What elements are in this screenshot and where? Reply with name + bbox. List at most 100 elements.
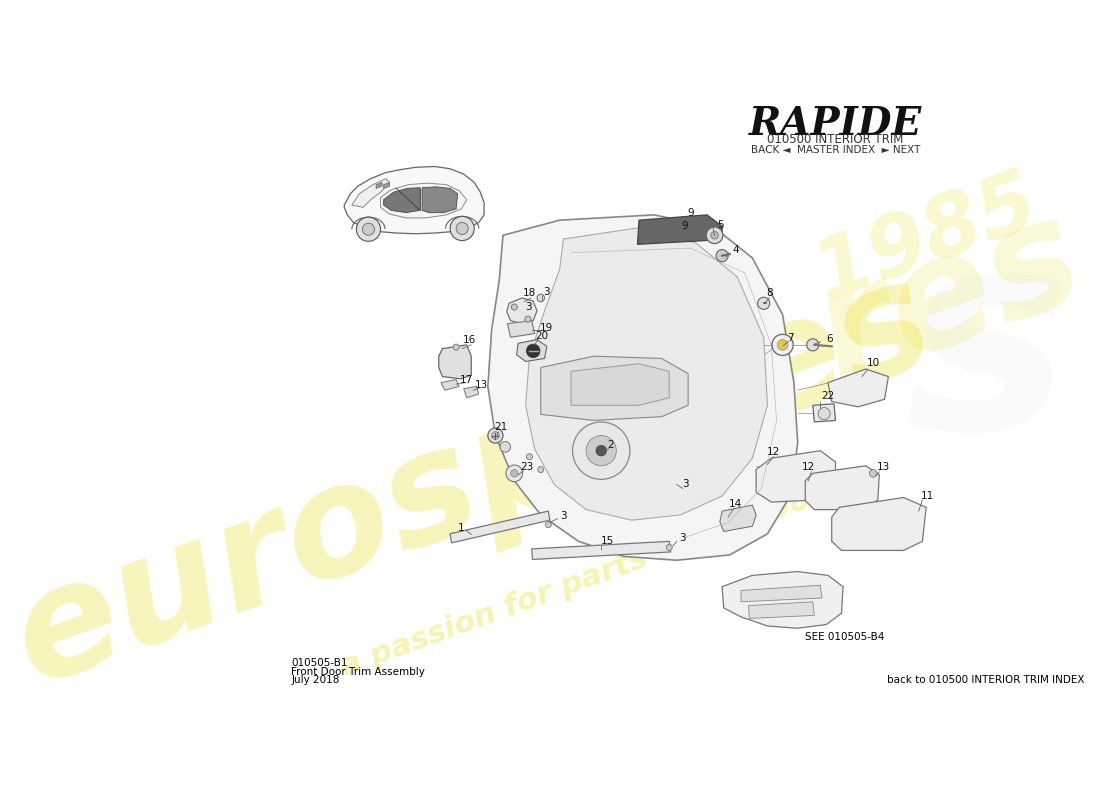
Circle shape [500, 442, 510, 452]
Text: 4: 4 [733, 246, 739, 255]
Circle shape [586, 435, 616, 466]
Polygon shape [376, 182, 382, 189]
Circle shape [772, 334, 793, 355]
Text: 12: 12 [767, 447, 780, 457]
Polygon shape [741, 585, 822, 602]
Polygon shape [828, 369, 889, 407]
Text: 18: 18 [522, 289, 536, 298]
Polygon shape [719, 505, 756, 531]
Circle shape [596, 446, 606, 456]
Polygon shape [450, 511, 550, 543]
Polygon shape [813, 404, 836, 422]
Polygon shape [488, 215, 798, 560]
Polygon shape [832, 498, 926, 550]
Circle shape [818, 407, 830, 420]
Polygon shape [464, 386, 478, 398]
Text: RAPIDE: RAPIDE [749, 105, 922, 142]
Circle shape [362, 223, 374, 235]
Text: Front Door Trim Assembly: Front Door Trim Assembly [292, 666, 426, 677]
Text: 10: 10 [867, 358, 880, 368]
Text: 010505-B1: 010505-B1 [292, 658, 348, 669]
Circle shape [527, 344, 540, 358]
Polygon shape [805, 466, 879, 510]
Polygon shape [638, 215, 722, 244]
Text: 13: 13 [877, 462, 891, 472]
Text: 22: 22 [822, 391, 835, 402]
Text: 5: 5 [717, 221, 724, 230]
Text: BACK ◄  MASTER INDEX  ► NEXT: BACK ◄ MASTER INDEX ► NEXT [751, 145, 921, 154]
Polygon shape [441, 380, 459, 390]
Text: 20: 20 [536, 330, 549, 341]
Circle shape [527, 454, 532, 460]
Text: 23: 23 [520, 462, 534, 471]
Circle shape [537, 294, 544, 302]
Circle shape [525, 316, 531, 322]
Text: 3: 3 [542, 287, 549, 297]
Circle shape [450, 216, 474, 241]
Text: 3: 3 [526, 302, 532, 312]
Polygon shape [571, 364, 669, 406]
Text: 9: 9 [681, 222, 688, 231]
Text: 3: 3 [680, 534, 686, 543]
Circle shape [546, 522, 551, 528]
Polygon shape [507, 298, 537, 324]
Circle shape [869, 470, 877, 477]
Text: 14: 14 [729, 499, 743, 510]
Circle shape [506, 465, 522, 482]
Circle shape [758, 298, 770, 310]
Polygon shape [541, 356, 689, 421]
Polygon shape [384, 182, 389, 189]
Polygon shape [439, 345, 471, 379]
Text: 19: 19 [539, 323, 552, 334]
Polygon shape [749, 602, 814, 618]
Circle shape [512, 304, 517, 310]
Circle shape [453, 344, 459, 350]
Circle shape [492, 432, 499, 439]
Polygon shape [352, 178, 389, 207]
Circle shape [456, 222, 469, 234]
Polygon shape [422, 187, 458, 213]
Text: back to 010500 INTERIOR TRIM INDEX: back to 010500 INTERIOR TRIM INDEX [888, 675, 1085, 685]
Text: 3: 3 [560, 510, 566, 521]
Text: 17: 17 [460, 374, 473, 385]
Circle shape [488, 428, 503, 443]
Circle shape [538, 466, 543, 473]
Text: 2: 2 [607, 440, 615, 450]
Circle shape [510, 470, 518, 477]
Text: 1985: 1985 [803, 162, 1049, 317]
Polygon shape [722, 571, 843, 628]
Text: a passion for parts since 1985: a passion for parts since 1985 [337, 477, 835, 682]
Text: 12: 12 [802, 462, 815, 472]
Circle shape [706, 227, 723, 243]
Text: July 2018: July 2018 [292, 675, 340, 685]
Circle shape [356, 217, 381, 242]
Text: 21: 21 [494, 422, 507, 432]
Text: res: res [796, 183, 1100, 416]
Polygon shape [507, 321, 535, 338]
Text: 1: 1 [458, 522, 464, 533]
Text: 15: 15 [601, 536, 614, 546]
Text: s: s [904, 218, 1069, 487]
Circle shape [716, 250, 728, 262]
Polygon shape [756, 450, 836, 502]
Polygon shape [344, 166, 484, 234]
Circle shape [572, 422, 630, 479]
Text: 13: 13 [475, 380, 488, 390]
Circle shape [778, 339, 788, 350]
Text: eurospares: eurospares [0, 246, 953, 716]
Polygon shape [384, 188, 420, 213]
Polygon shape [381, 183, 466, 218]
Text: 11: 11 [921, 491, 934, 501]
Text: 010500 INTERIOR TRIM: 010500 INTERIOR TRIM [768, 134, 904, 146]
Polygon shape [531, 542, 671, 559]
Circle shape [806, 339, 818, 351]
Circle shape [667, 544, 672, 550]
Text: 16: 16 [462, 335, 475, 346]
Text: 6: 6 [826, 334, 833, 344]
Circle shape [711, 231, 718, 239]
Polygon shape [517, 339, 547, 362]
Text: 8: 8 [767, 289, 773, 298]
Text: 3: 3 [682, 479, 690, 489]
Text: 7: 7 [788, 333, 794, 343]
Polygon shape [526, 228, 768, 520]
